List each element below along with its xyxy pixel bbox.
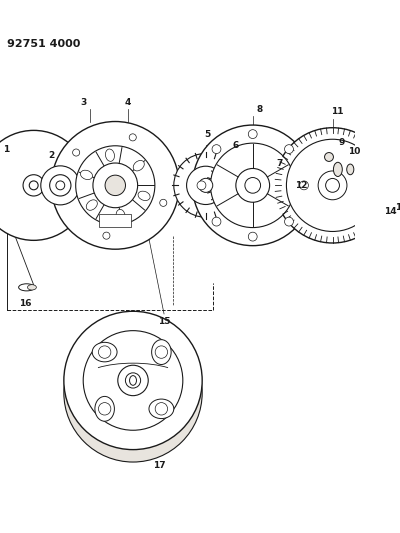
Text: 12: 12 (294, 181, 307, 190)
Ellipse shape (80, 170, 92, 180)
Text: 8: 8 (257, 104, 263, 114)
Bar (99, 214, 131, 227)
Ellipse shape (92, 342, 117, 362)
Text: 14: 14 (384, 207, 396, 216)
Circle shape (105, 175, 126, 196)
Circle shape (29, 181, 38, 190)
Circle shape (221, 177, 237, 193)
Circle shape (210, 143, 295, 228)
Ellipse shape (377, 175, 386, 188)
Circle shape (212, 217, 221, 226)
Ellipse shape (95, 397, 114, 421)
Circle shape (73, 149, 80, 156)
Text: 4: 4 (125, 98, 131, 107)
Circle shape (50, 175, 71, 196)
Circle shape (129, 134, 136, 141)
Circle shape (160, 199, 167, 206)
Ellipse shape (138, 191, 150, 200)
Circle shape (23, 175, 44, 196)
Circle shape (318, 171, 347, 200)
Ellipse shape (130, 376, 136, 385)
Text: 10: 10 (348, 147, 360, 156)
Ellipse shape (364, 178, 373, 192)
Circle shape (208, 164, 250, 207)
Text: 11: 11 (331, 107, 343, 116)
Circle shape (245, 177, 260, 193)
Text: 16: 16 (18, 299, 31, 308)
Text: 13: 13 (394, 203, 400, 212)
Circle shape (199, 179, 213, 192)
Ellipse shape (387, 188, 393, 197)
Ellipse shape (358, 169, 380, 201)
Circle shape (64, 311, 202, 450)
Circle shape (284, 144, 294, 154)
Text: 3: 3 (80, 98, 86, 107)
Text: 5: 5 (204, 130, 211, 139)
Circle shape (236, 168, 270, 202)
Circle shape (103, 232, 110, 239)
Text: 1: 1 (3, 145, 9, 154)
Ellipse shape (373, 172, 389, 191)
Circle shape (186, 166, 225, 205)
Ellipse shape (334, 163, 342, 176)
Ellipse shape (19, 284, 34, 291)
Circle shape (56, 181, 65, 190)
Circle shape (212, 144, 221, 154)
Bar (262, 179, 297, 191)
Text: 9: 9 (338, 138, 344, 147)
Circle shape (155, 402, 168, 415)
Circle shape (286, 139, 379, 231)
Circle shape (192, 125, 313, 246)
Ellipse shape (28, 285, 36, 290)
Circle shape (324, 152, 334, 161)
Ellipse shape (64, 324, 202, 462)
Circle shape (126, 373, 141, 388)
Ellipse shape (384, 184, 396, 200)
Text: 2: 2 (48, 151, 54, 160)
Ellipse shape (152, 340, 171, 365)
Ellipse shape (86, 200, 97, 211)
Circle shape (41, 166, 80, 205)
Circle shape (248, 232, 257, 241)
Circle shape (248, 130, 257, 139)
Ellipse shape (133, 160, 144, 171)
Ellipse shape (347, 164, 354, 175)
Circle shape (98, 402, 111, 415)
Text: 92751 4000: 92751 4000 (7, 39, 80, 49)
Circle shape (300, 181, 308, 190)
Circle shape (155, 346, 168, 358)
Text: 17: 17 (153, 461, 166, 470)
Text: 15: 15 (158, 318, 170, 326)
Text: 6: 6 (233, 141, 239, 150)
Ellipse shape (0, 131, 89, 240)
Circle shape (98, 346, 111, 358)
Circle shape (197, 181, 206, 190)
Circle shape (326, 179, 340, 192)
Circle shape (52, 122, 179, 249)
Circle shape (93, 163, 138, 208)
Ellipse shape (106, 149, 114, 161)
Circle shape (83, 330, 183, 430)
Circle shape (284, 217, 294, 226)
Circle shape (174, 154, 238, 217)
Circle shape (275, 128, 390, 243)
Text: 7: 7 (276, 159, 282, 168)
Ellipse shape (149, 399, 174, 418)
Circle shape (118, 365, 148, 395)
Ellipse shape (116, 209, 125, 222)
Circle shape (76, 146, 155, 225)
